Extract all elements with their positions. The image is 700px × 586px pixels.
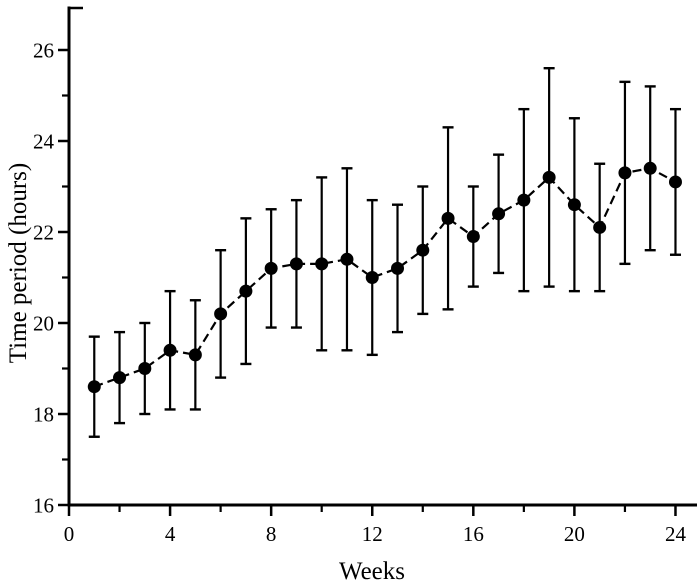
data-point-marker xyxy=(567,198,581,212)
x-tick-label: 12 xyxy=(362,522,383,546)
series-markers xyxy=(87,161,682,394)
data-point-marker xyxy=(517,193,531,207)
x-tick-label: 16 xyxy=(463,522,484,546)
data-point-marker xyxy=(593,220,607,234)
x-axis-title: Weeks xyxy=(339,558,405,585)
x-tick-label: 4 xyxy=(165,522,176,546)
data-point-marker xyxy=(289,257,303,271)
data-point-marker xyxy=(466,230,480,244)
data-point-marker xyxy=(138,362,152,375)
y-tick-label: 16 xyxy=(33,494,54,518)
series-line xyxy=(93,167,677,388)
y-tick-label: 20 xyxy=(33,312,54,336)
y-tick-label: 18 xyxy=(33,403,54,427)
x-tick-label: 8 xyxy=(266,522,277,546)
data-point-marker xyxy=(492,207,506,221)
data-point-marker xyxy=(391,261,405,275)
data-point-marker xyxy=(416,243,430,257)
data-point-marker xyxy=(264,261,278,275)
data-point-marker xyxy=(365,271,379,284)
data-point-marker xyxy=(542,170,556,184)
error-bars xyxy=(88,66,681,438)
data-point-marker xyxy=(618,166,632,180)
x-tick-label: 24 xyxy=(665,522,687,546)
data-point-marker xyxy=(214,307,228,321)
data-point-marker xyxy=(239,284,253,298)
y-tick-label: 26 xyxy=(33,39,54,63)
data-point-marker xyxy=(188,348,202,362)
series-polyline xyxy=(93,167,677,388)
data-point-marker xyxy=(668,175,682,189)
data-point-marker xyxy=(113,371,127,385)
tick-labels: 0 4 8 12 16 20 24 16 18 20 22 24 26 xyxy=(33,39,686,547)
data-point-marker xyxy=(643,161,657,175)
y-tick-label: 22 xyxy=(33,221,54,245)
data-point-marker xyxy=(441,211,455,225)
y-axis-title: Time period (hours) xyxy=(5,163,32,363)
data-point-marker xyxy=(340,252,354,266)
x-tick-label: 20 xyxy=(564,522,585,546)
x-tick-label: 0 xyxy=(64,522,75,546)
data-point-marker xyxy=(163,343,177,357)
axis-ticks xyxy=(58,48,677,516)
y-tick-label: 24 xyxy=(33,130,55,154)
data-point-marker xyxy=(315,257,329,271)
data-point-marker xyxy=(87,380,101,394)
